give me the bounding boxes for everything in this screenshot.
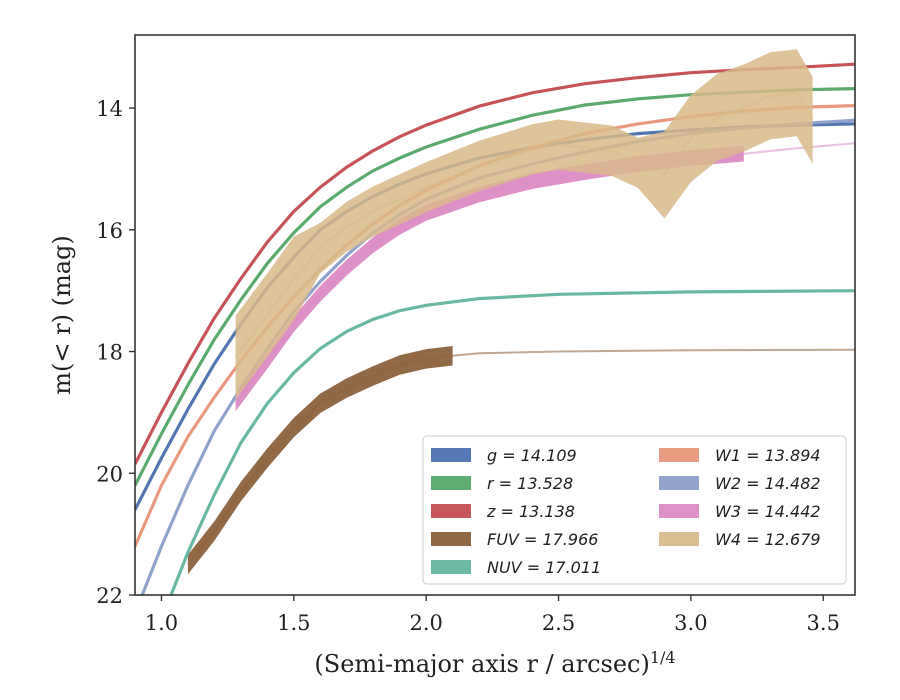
legend-swatch [659,532,699,546]
legend-item-W3: W3 = 14.442 [659,502,821,521]
legend-swatch [659,476,699,490]
legend-label: r = 13.528 [487,474,573,493]
legend-swatch [659,504,699,518]
y-tick-label: 20 [96,462,123,486]
series-r [135,87,855,487]
legend-swatch [431,448,471,462]
series-band-W4 [235,49,813,400]
legend-swatch [431,476,471,490]
legend-swatch [431,560,471,574]
x-tick-label: 2.0 [409,611,442,635]
series-NUV [169,289,855,595]
x-tick-label: 1.5 [277,611,310,635]
legend-swatch [659,448,699,462]
series-W3 [234,142,855,412]
legend-item-r: r = 13.528 [431,474,573,493]
legend-label: W3 = 14.442 [715,502,821,521]
y-tick-label: 18 [96,341,123,365]
legend-item-W1: W1 = 13.894 [659,446,821,465]
series-line-r [135,87,855,487]
legend-swatch [431,532,471,546]
x-tick-label: 1.0 [145,611,178,635]
legend-label: W1 = 13.894 [715,446,821,465]
legend-item-g: g = 14.109 [431,446,577,465]
y-tick-label: 16 [96,219,123,243]
series-FUV [187,346,855,575]
legend-swatch [431,504,471,518]
legend-label: g = 14.109 [487,446,577,465]
y-tick-label: 22 [96,584,123,608]
legend-box [422,435,847,585]
series-W4 [234,49,814,400]
x-tick-label: 2.5 [542,611,575,635]
x-axis-label-superscript: 1/4 [650,648,676,667]
legend-item-W4: W4 = 12.679 [659,530,821,549]
legend-item-z: z = 13.138 [431,502,575,521]
x-axis-label-main: (Semi-major axis r / arcsec) [314,650,649,678]
y-axis-ticks: 14 16 18 20 22 [96,97,135,608]
series-band-W3 [235,145,744,412]
legend-item-W2: W2 = 14.482 [659,474,821,493]
y-tick-label: 14 [96,97,123,121]
legend-item-FUV: FUV = 17.966 [431,530,598,549]
legend-label: FUV = 17.966 [487,530,598,549]
legend-label: W2 = 14.482 [715,474,821,493]
legend-item-NUV: NUV = 17.011 [431,558,601,577]
legend-label: z = 13.138 [486,502,575,521]
y-axis-label: m(< r) (mag) [48,235,76,394]
series-z [135,62,855,465]
x-tick-label: 3.0 [674,611,707,635]
x-axis-label: (Semi-major axis r / arcsec)1/4 [314,648,675,679]
legend-label: NUV = 17.011 [487,558,601,577]
plot-area-frame [134,34,856,596]
series-line-NUV [169,289,855,595]
x-tick-label: 3.5 [807,611,840,635]
series-line-z [135,62,855,465]
legend-label: W4 = 12.679 [715,530,821,549]
legend: g = 14.109 r = 13.528 z = 13.138 FUV = 17.9… [422,435,847,585]
series-layer [135,49,855,595]
x-axis-ticks: 1.0 1.5 2.0 2.5 3.0 3.5 [145,595,840,635]
